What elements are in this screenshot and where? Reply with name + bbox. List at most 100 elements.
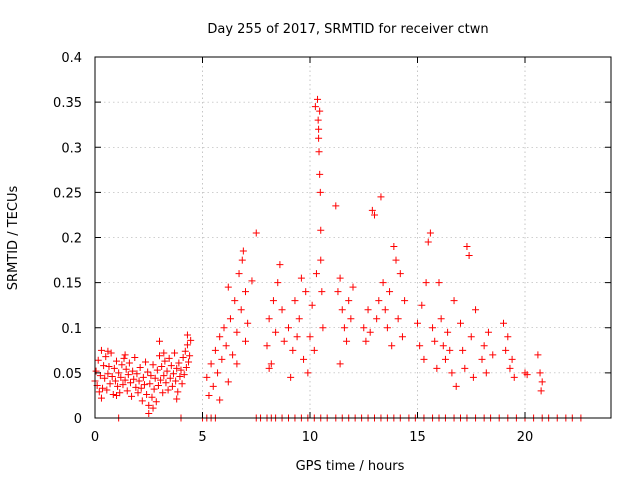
data-point bbox=[178, 380, 186, 388]
data-point bbox=[265, 364, 273, 372]
data-point bbox=[287, 373, 295, 381]
data-point bbox=[235, 270, 243, 278]
data-point bbox=[478, 355, 486, 363]
data-point bbox=[156, 337, 163, 345]
data-point bbox=[122, 365, 130, 373]
data-point bbox=[140, 381, 148, 389]
data-point bbox=[314, 116, 322, 124]
data-point bbox=[162, 379, 170, 387]
data-point bbox=[510, 373, 518, 381]
data-point bbox=[131, 354, 139, 362]
data-point bbox=[103, 386, 111, 394]
data-point bbox=[126, 379, 134, 387]
data-point bbox=[368, 206, 376, 214]
x-tick-label: 15 bbox=[409, 430, 426, 445]
data-point bbox=[233, 360, 241, 368]
data-point bbox=[334, 288, 342, 296]
data-point bbox=[186, 352, 194, 360]
data-point bbox=[149, 361, 157, 369]
data-point bbox=[467, 333, 475, 341]
data-point bbox=[110, 364, 118, 372]
data-point bbox=[347, 315, 355, 323]
data-point bbox=[218, 355, 226, 363]
data-point bbox=[293, 333, 301, 341]
y-tick-label: 0.25 bbox=[53, 186, 82, 201]
data-point bbox=[125, 359, 133, 367]
data-point bbox=[101, 374, 109, 382]
data-point bbox=[173, 364, 181, 372]
data-point bbox=[457, 319, 464, 327]
data-point bbox=[108, 372, 116, 380]
data-point bbox=[209, 382, 217, 390]
data-point bbox=[538, 378, 546, 386]
data-point bbox=[148, 393, 156, 401]
data-point bbox=[159, 389, 167, 397]
data-point bbox=[173, 395, 181, 403]
data-point bbox=[252, 229, 260, 237]
data-point bbox=[220, 324, 228, 332]
data-point bbox=[129, 367, 137, 375]
data-point bbox=[300, 355, 308, 363]
data-point bbox=[97, 394, 105, 402]
data-point bbox=[336, 360, 344, 368]
data-point bbox=[176, 372, 184, 380]
data-point bbox=[312, 270, 320, 278]
data-point bbox=[431, 337, 439, 345]
y-tick-label: 0.35 bbox=[53, 96, 82, 111]
data-point bbox=[269, 297, 277, 305]
data-point bbox=[536, 369, 544, 377]
data-point bbox=[435, 279, 443, 287]
data-point bbox=[133, 370, 141, 378]
data-point bbox=[106, 380, 114, 388]
data-point bbox=[446, 346, 454, 354]
data-point bbox=[394, 315, 402, 323]
data-point bbox=[142, 358, 150, 366]
data-point bbox=[371, 211, 378, 219]
data-point bbox=[137, 384, 145, 392]
data-point bbox=[500, 319, 507, 327]
data-point bbox=[508, 355, 516, 363]
data-point bbox=[174, 388, 182, 396]
data-point bbox=[120, 354, 128, 362]
data-point bbox=[426, 229, 434, 237]
data-point bbox=[433, 364, 441, 372]
data-point bbox=[248, 277, 256, 285]
data-point bbox=[306, 333, 314, 341]
data-point bbox=[100, 362, 108, 370]
data-point bbox=[124, 371, 132, 379]
data-point bbox=[151, 374, 159, 382]
data-point bbox=[375, 297, 383, 305]
data-point bbox=[416, 342, 424, 350]
data-point bbox=[172, 377, 180, 385]
data-point bbox=[523, 371, 531, 379]
data-point bbox=[317, 226, 325, 234]
data-point bbox=[398, 333, 406, 341]
data-point bbox=[150, 385, 158, 393]
data-point bbox=[381, 306, 389, 314]
data-point bbox=[145, 401, 153, 409]
data-point bbox=[128, 392, 136, 400]
data-point bbox=[132, 383, 140, 391]
data-point bbox=[461, 364, 469, 372]
y-tick-label: 0.05 bbox=[53, 367, 82, 382]
data-point bbox=[111, 377, 119, 385]
data-point bbox=[169, 370, 177, 378]
data-point bbox=[242, 288, 249, 296]
grid bbox=[95, 57, 611, 418]
data-point bbox=[383, 324, 391, 332]
data-point bbox=[168, 382, 176, 390]
data-point bbox=[310, 346, 318, 354]
data-point bbox=[160, 349, 168, 357]
data-point bbox=[156, 352, 163, 360]
data-point bbox=[315, 125, 323, 133]
data-point bbox=[203, 373, 211, 381]
data-point bbox=[444, 328, 452, 336]
data-point bbox=[340, 324, 348, 332]
data-point bbox=[109, 391, 117, 399]
data-point bbox=[211, 346, 219, 354]
data-point bbox=[177, 366, 185, 374]
data-point bbox=[429, 324, 437, 332]
data-point bbox=[441, 355, 449, 363]
data-point bbox=[229, 351, 237, 359]
